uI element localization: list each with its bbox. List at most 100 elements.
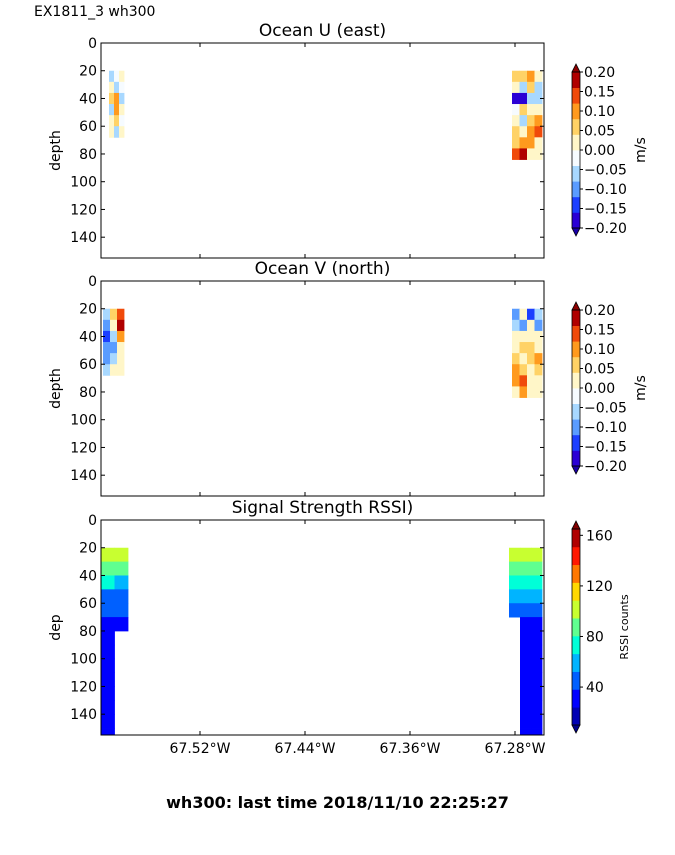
- colorbar: 0.20 0.15 0.10 0.05 0.00 −0.05 −0.10 −0.15 −0.20…: [571, 301, 649, 475]
- data-cell-west: [103, 308, 111, 321]
- data-cell-west: [110, 330, 118, 343]
- data-cell-east: [534, 308, 543, 321]
- colorbar-label: m/s: [633, 137, 649, 163]
- colorbar-segment: [572, 419, 580, 436]
- y-tick-label: 120: [70, 202, 97, 218]
- data-cell-east: [520, 561, 532, 576]
- colorbar-tick-label: 40: [586, 680, 604, 696]
- data-cell-east: [527, 364, 535, 376]
- colorbar-segment: [572, 72, 580, 88]
- y-tick-label: 100: [70, 413, 97, 429]
- y-tick-label: 20: [79, 541, 97, 557]
- data-cell-west: [101, 700, 115, 715]
- data-cell-east: [527, 70, 535, 83]
- data-cell-east: [512, 342, 520, 354]
- colorbar-max-extend: [571, 301, 581, 311]
- data-cell-east: [519, 342, 528, 354]
- colorbar-segment: [572, 181, 580, 198]
- data-cell-east: [527, 81, 535, 94]
- colorbar-segment: [572, 671, 580, 690]
- colorbar-tick-label: −0.20: [584, 221, 627, 237]
- data-cell-east: [531, 603, 543, 618]
- data-cell-east: [527, 319, 535, 332]
- data-cell-east: [519, 115, 528, 127]
- y-tick-label: 120: [70, 440, 97, 456]
- data-cell-east: [520, 672, 532, 687]
- y-tick-label: 0: [88, 274, 97, 290]
- colorbar-segment: [572, 150, 580, 166]
- colorbar-segment: [572, 450, 580, 467]
- colorbar-segment: [572, 600, 580, 619]
- plot-area: [101, 281, 544, 496]
- panel-ocean-u: Ocean U (east) 0 20 40 60 80 100 120 140 depth 0.2…: [48, 21, 649, 259]
- figure-corner-title: EX1811_3 wh300: [34, 4, 156, 20]
- data-cell-west: [101, 672, 115, 687]
- colorbar-segment: [572, 689, 580, 708]
- data-cell-east: [520, 728, 532, 735]
- data-cell-east: [509, 575, 521, 590]
- data-cell-east: [520, 589, 532, 604]
- data-cell-west: [109, 70, 115, 83]
- data-cell-east: [512, 308, 520, 321]
- data-cell-west: [109, 115, 115, 127]
- axes-frame: [100, 42, 545, 259]
- data-cell-west: [114, 81, 120, 94]
- data-cell-east: [509, 603, 521, 618]
- colorbar: 0.20 0.15 0.10 0.05 0.00 −0.05 −0.10 −0.15 −0.20…: [571, 63, 649, 237]
- data-cell-west: [110, 364, 118, 376]
- data-cell-west: [114, 70, 120, 83]
- y-tick-label: 140: [70, 230, 97, 246]
- data-cell-east: [531, 617, 543, 632]
- data-cell-east: [519, 330, 528, 343]
- data-cell-west: [101, 630, 115, 646]
- data-cell-east: [512, 92, 520, 105]
- colorbar-label: m/s: [633, 375, 649, 401]
- data-cell-west: [119, 126, 125, 138]
- data-cell-east: [531, 686, 543, 701]
- data-cell-east: [519, 308, 528, 321]
- x-tick-label: 67.28°W: [485, 741, 546, 757]
- data-cell-east: [534, 126, 543, 138]
- data-cell-east: [534, 70, 543, 83]
- data-cell-east: [531, 589, 543, 604]
- data-cell-east: [534, 92, 543, 105]
- y-tick-label: 40: [79, 91, 97, 107]
- colorbar-segment: [572, 635, 580, 655]
- data-cell-west: [114, 561, 129, 576]
- data-cell-east: [531, 700, 543, 715]
- y-tick-label: 80: [79, 385, 97, 401]
- data-cell-east: [519, 364, 528, 376]
- y-tick-label: 0: [88, 36, 97, 52]
- data-cell-east: [512, 104, 520, 116]
- colorbar-segment: [572, 618, 580, 637]
- data-cell-east: [519, 353, 528, 365]
- colorbar-segment: [572, 325, 580, 342]
- data-cell-west: [109, 81, 115, 94]
- colorbar-segment: [572, 582, 580, 601]
- data-cell-east: [520, 700, 532, 715]
- x-tick-label: 67.44°W: [275, 741, 336, 757]
- data-cell-west: [103, 342, 111, 354]
- colorbar-segment: [572, 564, 580, 583]
- data-cell-west: [119, 115, 125, 127]
- data-cell-east: [527, 126, 535, 138]
- colorbar-tick-label: 0.20: [584, 303, 615, 319]
- colorbar-tick-label: −0.10: [584, 182, 627, 198]
- data-cell-west: [117, 353, 125, 365]
- colorbar-tick-label: 0.05: [584, 124, 615, 140]
- x-tick-label: 67.52°W: [170, 741, 231, 757]
- data-cell-east: [509, 547, 521, 563]
- data-cell-east: [520, 617, 532, 632]
- data-cell-east: [527, 137, 535, 149]
- data-cell-west: [117, 308, 125, 321]
- colorbar-segment: [572, 196, 580, 213]
- colorbar-segment: [572, 165, 580, 182]
- axes-frame: [100, 519, 545, 736]
- data-cell-east: [534, 319, 543, 332]
- data-cell-east: [520, 575, 532, 590]
- data-cell-east: [531, 658, 543, 673]
- data-cell-east: [509, 589, 521, 604]
- data-cell-west: [119, 92, 125, 105]
- data-cell-east: [531, 630, 543, 646]
